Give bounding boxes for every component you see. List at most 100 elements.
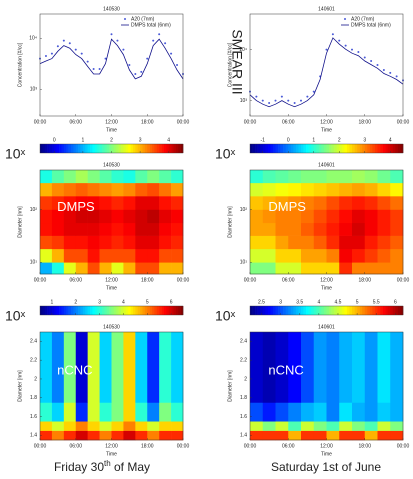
colorbar-segment: [49, 306, 53, 315]
heatmap-cell: [147, 182, 160, 197]
colorbar-tick-label: 0: [287, 137, 290, 143]
annotation: nCNC: [57, 362, 92, 377]
axes-frame: [39, 13, 184, 117]
colorbar-segment: [171, 306, 174, 315]
heatmap-cell: [159, 182, 172, 197]
colorbar-segment: [94, 144, 98, 153]
heatmap-cell: [147, 222, 160, 236]
heatmap-cell: [40, 235, 53, 250]
y-axis-label: Diameter [nm]: [227, 206, 233, 238]
series-marker: [300, 99, 302, 102]
heatmap-cell: [111, 262, 124, 275]
heatmap-cell: [352, 262, 366, 275]
heatmap-cell: [87, 196, 100, 210]
colorbar-tick-label: 2: [74, 299, 77, 305]
y-tick-label: 10²: [30, 207, 38, 213]
colorbar-segment: [323, 306, 327, 315]
colorbar-segment: [392, 306, 396, 315]
heatmap-cell: [63, 170, 77, 184]
heatmap-cell: [313, 332, 327, 403]
heatmap-cell: [87, 235, 100, 250]
annotation: DMPS: [268, 199, 306, 214]
colorbar-segment: [99, 306, 103, 315]
colorbar-segment: [252, 144, 256, 153]
colorbar-segment: [298, 144, 302, 153]
heatmap-cell: [313, 222, 327, 236]
heatmap-cell: [326, 421, 340, 431]
heatmap-cell: [40, 332, 53, 403]
heatmap-cell: [352, 182, 366, 197]
heatmap-cell: [159, 402, 172, 422]
heatmap-cell: [313, 182, 327, 197]
heatmap-cell: [288, 170, 302, 184]
colorbar-segment: [168, 144, 172, 153]
colorbar-tick-label: 4: [317, 299, 320, 305]
x-tick-label: 00:00: [177, 119, 190, 125]
colorbar-segment: [156, 144, 160, 153]
x-tick-label: 00:00: [244, 443, 257, 449]
heatmap-cell: [301, 182, 315, 197]
colorbar-segment: [178, 306, 181, 315]
colorbar-segment: [400, 306, 404, 315]
heatmap-cell: [171, 430, 184, 441]
heatmap-cell: [250, 430, 264, 441]
series-marker: [176, 64, 179, 66]
heatmap-cell: [262, 170, 276, 184]
colorbar-segment: [303, 306, 307, 315]
series-marker: [261, 99, 264, 102]
heatmap-cell: [275, 209, 289, 224]
heatmap-cell: [123, 430, 136, 441]
colorbar-segment: [78, 144, 81, 153]
colorbar-segment: [163, 144, 167, 153]
heatmap-cell: [364, 170, 378, 184]
heatmap-cell: [301, 421, 315, 431]
series-marker: [370, 59, 373, 62]
colorbar-segment: [121, 306, 124, 315]
heatmap-cell: [123, 182, 136, 197]
heatmap-cell: [99, 235, 112, 250]
colorbar-segment: [40, 144, 43, 153]
heatmap-cell: [40, 170, 53, 184]
heatmap-cell: [339, 248, 353, 263]
heatmap-cell: [326, 222, 340, 236]
colorbar-segment: [63, 306, 67, 315]
colorbar-segment: [70, 144, 74, 153]
series-marker: [92, 68, 95, 71]
heatmap-cell: [313, 402, 327, 422]
heatmap-cell: [51, 421, 65, 431]
heatmap-cell: [99, 170, 112, 184]
heatmap-cell: [390, 235, 404, 250]
heatmap-cell: [111, 402, 124, 422]
colorbar-segment: [339, 306, 343, 315]
heatmap-cell: [159, 421, 172, 431]
colorbar-segment: [349, 306, 353, 315]
heatmap-cell: [111, 222, 124, 236]
x-tick-label: 00:00: [397, 443, 410, 449]
colorbar-segment: [154, 144, 158, 153]
heatmap-cell: [99, 196, 112, 210]
series-marker: [357, 50, 360, 53]
side-label: SMEAR III: [229, 29, 245, 94]
x-tick-label: 00:00: [34, 119, 47, 125]
y-axis-label: Diameter [nm]: [227, 370, 233, 402]
colorbar-segment: [97, 306, 100, 315]
series-marker: [74, 48, 77, 51]
heatmap-cell: [275, 262, 289, 275]
heatmap-cell: [40, 262, 53, 275]
colorbar-segment: [354, 306, 358, 315]
heatmap-cell: [171, 196, 184, 210]
y-tick-label: 10³: [240, 98, 248, 104]
x-tick-label: 18:00: [358, 443, 371, 449]
colorbar-segment: [82, 144, 86, 153]
x-axis-label: Time: [321, 127, 332, 133]
colorbar-segment: [75, 144, 79, 153]
series-marker: [331, 33, 334, 36]
colorbar-segment: [267, 306, 271, 315]
x-tick-label: 18:00: [358, 277, 371, 283]
series-marker: [293, 101, 296, 104]
y-tick-label: 2: [244, 376, 247, 382]
heatmap-cell: [75, 430, 88, 441]
heatmap-cell: [390, 196, 404, 210]
heatmap-cell: [147, 332, 160, 403]
colorbar-segment: [341, 144, 345, 153]
